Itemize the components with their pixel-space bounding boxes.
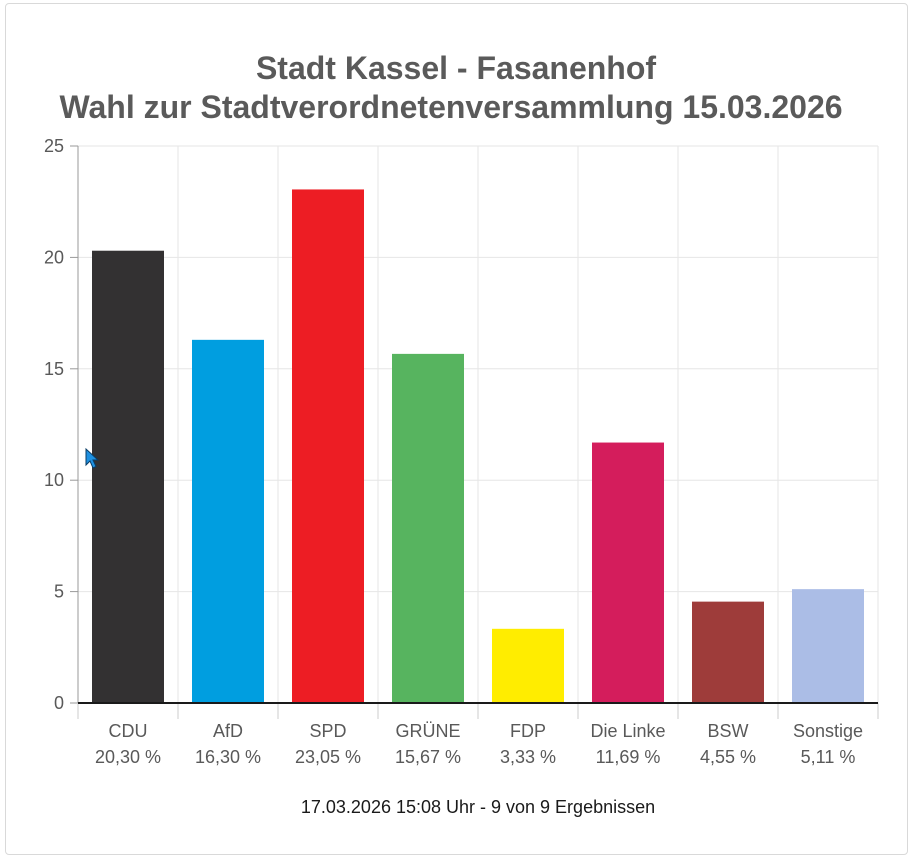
bar-value-label: 20,30 % <box>95 747 161 767</box>
chart-title: Stadt Kassel - Fasanenhof Wahl zur Stadt… <box>59 50 842 125</box>
bar-cdu[interactable] <box>92 250 164 703</box>
y-tick-label: 5 <box>54 582 64 602</box>
bars <box>92 189 864 704</box>
y-tick-label: 20 <box>44 247 64 267</box>
bar-value-label: 23,05 % <box>295 747 361 767</box>
x-category-label: AfD <box>213 721 243 741</box>
x-category-label: SPD <box>309 721 346 741</box>
y-tick-label: 0 <box>54 693 64 713</box>
bar-sonstige[interactable] <box>792 589 864 703</box>
bar-value-label: 4,55 % <box>700 747 756 767</box>
x-category-label: GRÜNE <box>395 721 460 741</box>
chart-title-line-2: Wahl zur Stadtverordnetenversammlung 15.… <box>59 89 842 125</box>
bar-value-label: 15,67 % <box>395 747 461 767</box>
bar-afd[interactable] <box>192 339 264 703</box>
mouse-cursor-icon <box>85 447 100 469</box>
axes <box>70 145 879 719</box>
bar-value-label: 5,11 % <box>801 747 856 767</box>
bar-bsw[interactable] <box>692 601 764 703</box>
axis-labels: 0 5 10 15 20 25 CDU 20,30 % AfD 16,30 % SPD 23,05 %… <box>44 136 863 767</box>
x-category-label: Die Linke <box>590 721 665 741</box>
bar-value-label: 3,33 % <box>500 747 556 767</box>
x-category-label: FDP <box>510 721 546 741</box>
bar-spd[interactable] <box>292 189 364 704</box>
x-category-label: Sonstige <box>793 721 863 741</box>
y-tick-label: 15 <box>44 359 64 379</box>
y-tick-label: 10 <box>44 470 64 490</box>
y-tick-label: 25 <box>44 136 64 156</box>
bar-value-label: 11,69 % <box>596 747 661 767</box>
chart-title-line-1: Stadt Kassel - Fasanenhof <box>256 50 656 86</box>
bar-value-label: 16,30 % <box>195 747 261 767</box>
bar-die-linke[interactable] <box>592 442 664 703</box>
x-category-label: BSW <box>707 721 748 741</box>
bar-fdp[interactable] <box>492 628 564 703</box>
footer-status: 17.03.2026 15:08 Uhr - 9 von 9 Ergebniss… <box>301 797 655 817</box>
bar-grüne[interactable] <box>392 353 464 703</box>
x-category-label: CDU <box>109 721 148 741</box>
